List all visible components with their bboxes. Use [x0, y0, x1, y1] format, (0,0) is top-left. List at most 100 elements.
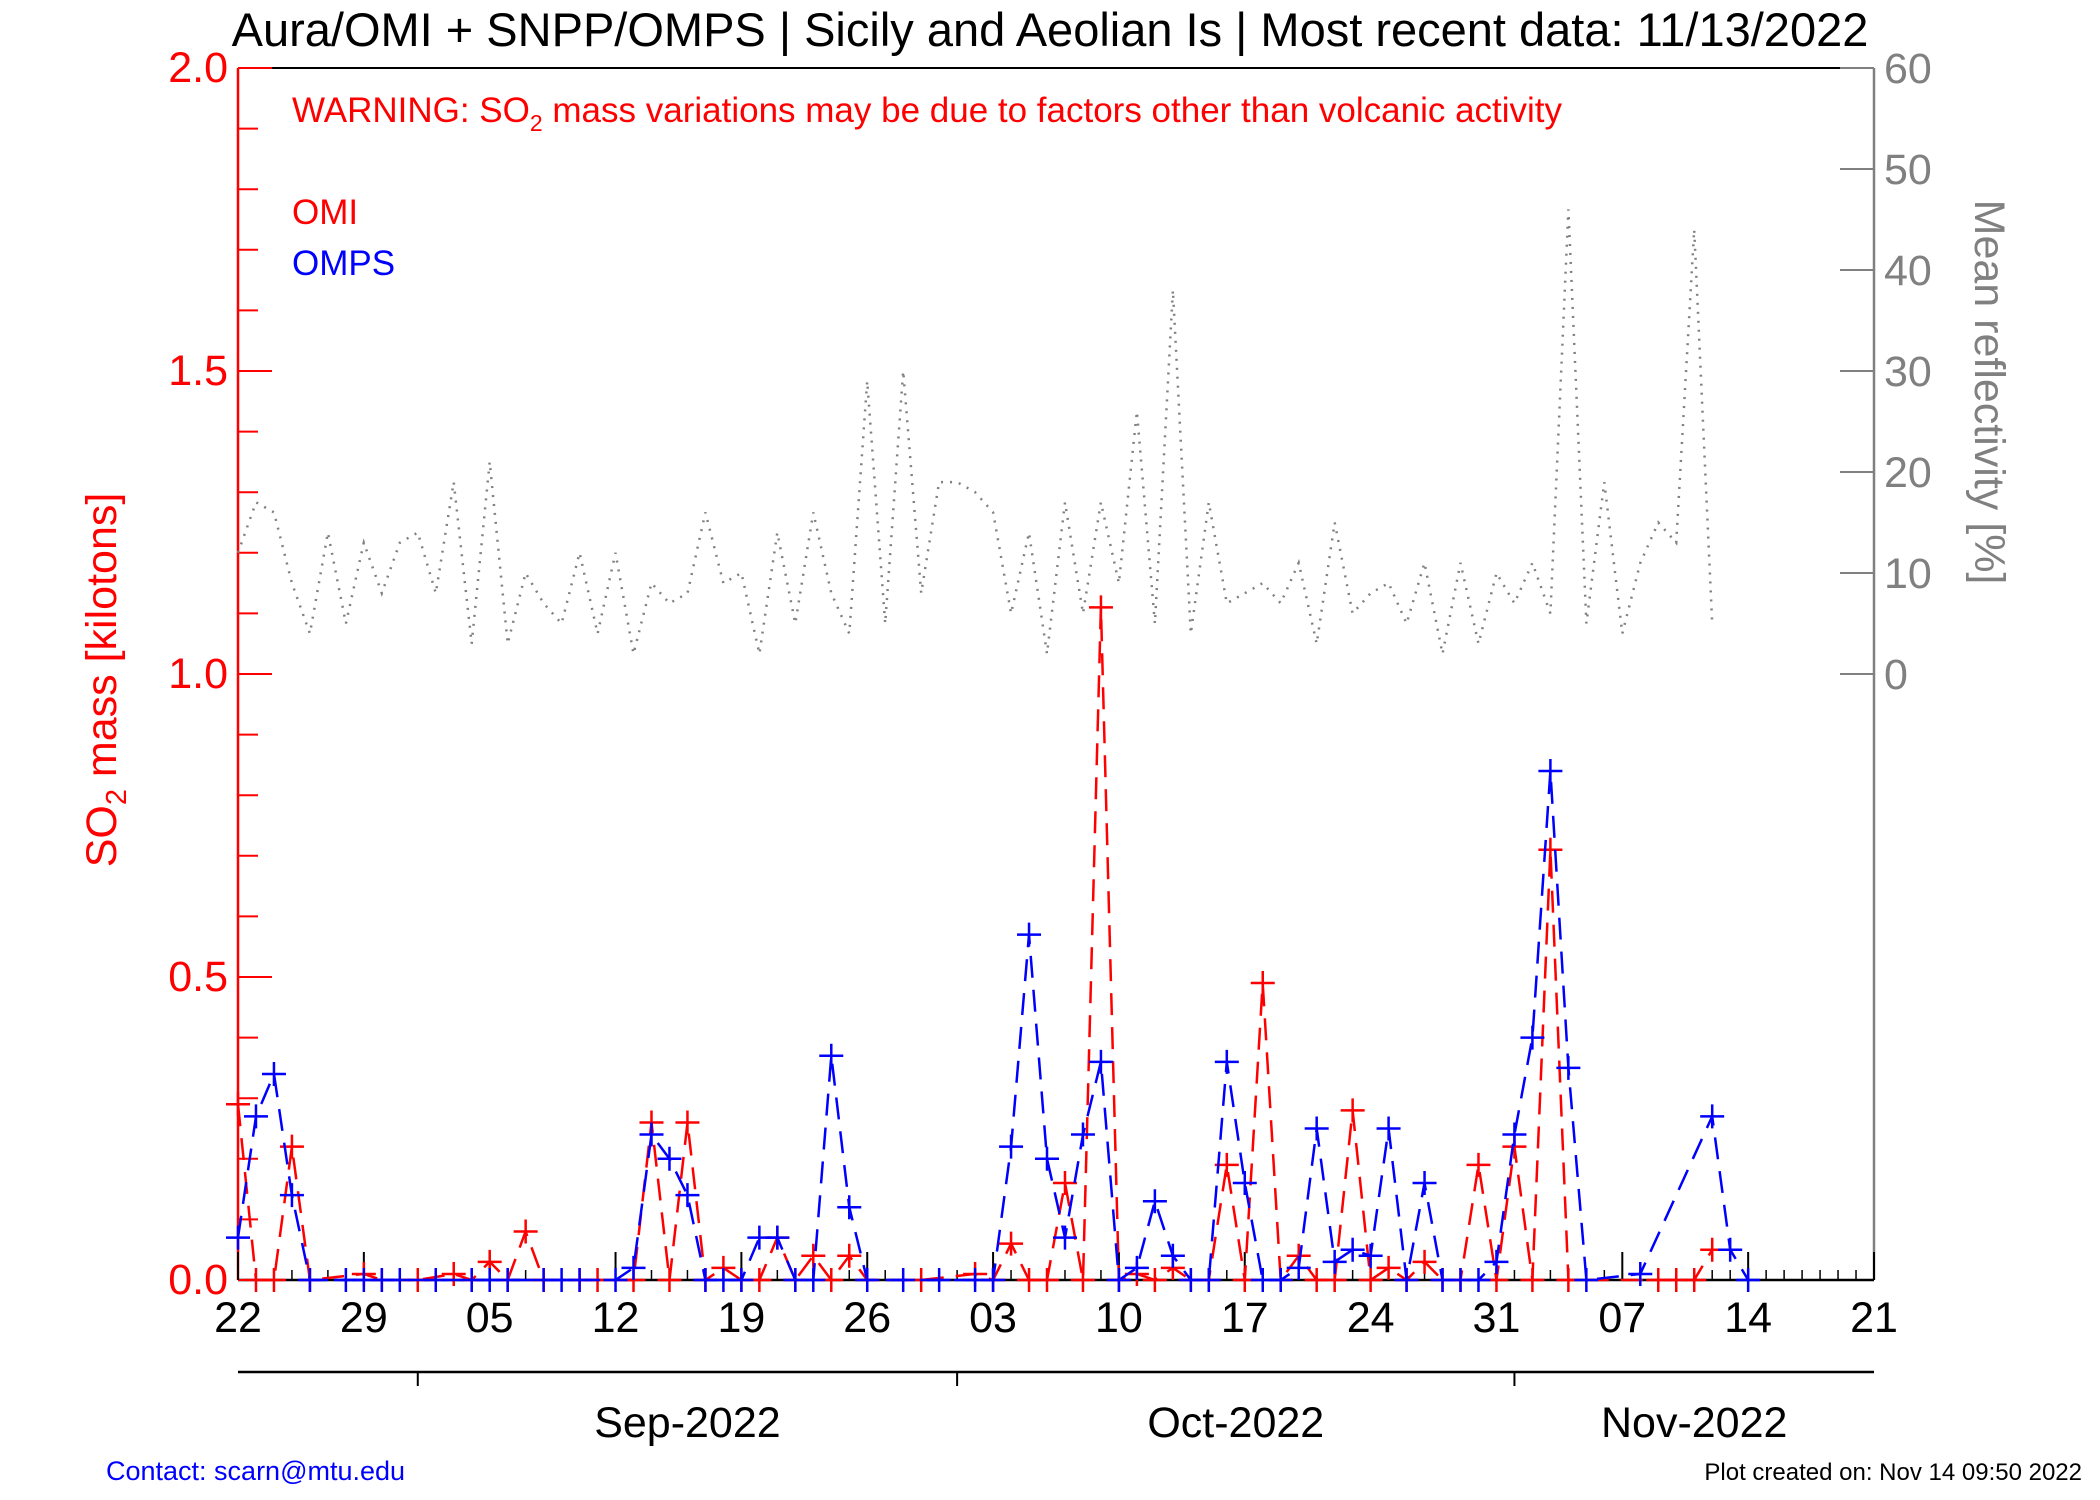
data-point-omps	[1412, 1171, 1437, 1196]
data-point-omps	[621, 1255, 646, 1280]
data-point-omps	[495, 1268, 520, 1292]
data-point-omps	[423, 1268, 448, 1292]
data-point-omps	[1736, 1268, 1761, 1292]
data-point-omi	[1052, 1171, 1077, 1196]
y-left-label-prefix: SO	[78, 805, 126, 867]
data-point-omps	[226, 1225, 250, 1250]
x-tick-label: 12	[592, 1294, 640, 1342]
data-point-omps	[999, 1134, 1024, 1159]
month-label: Oct-2022	[1147, 1399, 1324, 1447]
x-tick-label: 19	[717, 1294, 765, 1342]
x-tick-label: 07	[1598, 1294, 1646, 1342]
x-tick-label: 10	[1095, 1294, 1143, 1342]
y-right-tick-label: 0	[1884, 651, 1908, 699]
data-point-omi	[675, 1110, 700, 1135]
series-line-omps	[236, 770, 1750, 1283]
data-point-omps	[1142, 1189, 1167, 1214]
x-tick-label: 24	[1347, 1294, 1395, 1342]
data-point-omps	[1502, 1122, 1527, 1147]
warning-text-subscript: 2	[530, 110, 543, 136]
legend-omi: OMI	[292, 193, 358, 232]
data-point-omps	[1466, 1268, 1491, 1292]
data-point-omi	[1358, 1268, 1383, 1292]
data-point-omps	[1538, 758, 1563, 783]
data-point-omi	[226, 1092, 250, 1117]
data-point-omps	[1232, 1171, 1257, 1196]
y-right-tick-label: 50	[1884, 146, 1932, 194]
data-point-omps	[675, 1183, 700, 1208]
warning-text: WARNING: SO2 mass variations may be due …	[292, 91, 1563, 136]
data-point-omps	[1214, 1049, 1239, 1074]
data-point-omps	[1574, 1268, 1599, 1292]
y-left-tick-label: 0.0	[168, 1256, 228, 1304]
data-point-omps	[1700, 1104, 1725, 1129]
data-point-omi	[801, 1243, 826, 1268]
data-point-omps	[1718, 1237, 1743, 1262]
data-point-omi	[1520, 1268, 1545, 1292]
data-point-omps	[657, 1146, 682, 1171]
data-point-omps	[927, 1268, 952, 1292]
data-point-omi	[1466, 1152, 1491, 1177]
data-point-omps	[243, 1104, 268, 1129]
data-point-omi	[1142, 1268, 1167, 1292]
x-tick-label: 21	[1850, 1294, 1898, 1342]
chart-title: Aura/OMI + SNPP/OMPS | Sicily and Aeolia…	[232, 3, 1869, 56]
month-label: Sep-2022	[594, 1399, 781, 1447]
data-point-omi	[999, 1231, 1024, 1256]
y-left-label-suffix: mass [kilotons]	[78, 493, 126, 789]
data-point-omps	[1376, 1116, 1401, 1141]
y-left-label: SO2 mass [kilotons]	[78, 493, 133, 868]
y-right-label: Mean reflectivity [%]	[1965, 200, 2013, 585]
y-right-tick-label: 20	[1884, 449, 1932, 497]
footer-contact[interactable]: Contact: scarn@mtu.edu	[106, 1456, 405, 1486]
data-point-omps	[297, 1268, 322, 1292]
data-point-omi	[1376, 1255, 1401, 1280]
axes: 0.0 0.5 1.0 1.5 2.0 0 10 20 30 40 50 60 22 29 05 12 19 26…	[168, 44, 1932, 1447]
data-point-omps	[1017, 922, 1042, 947]
x-tick-label: 05	[466, 1294, 514, 1342]
data-point-omps	[603, 1268, 628, 1292]
data-point-omps	[1124, 1255, 1149, 1280]
data-point-omps	[1286, 1255, 1311, 1280]
x-tick-label: 17	[1221, 1294, 1269, 1342]
data-point-omps	[567, 1268, 592, 1292]
data-point-omi	[441, 1261, 466, 1286]
y-left-tick-label: 2.0	[168, 44, 228, 92]
data-point-omi	[1088, 595, 1113, 620]
data-point-omi	[1682, 1268, 1707, 1292]
legend-omps: OMPS	[292, 244, 395, 283]
data-point-omi	[261, 1268, 286, 1292]
y-left-label-subscript: 2	[101, 789, 133, 805]
data-point-omi	[1412, 1249, 1437, 1274]
footer-created: Plot created on: Nov 14 09:50 2022	[1704, 1459, 2082, 1486]
data-point-omps	[1322, 1249, 1347, 1274]
data-point-omps	[1520, 1025, 1545, 1050]
data-point-omps	[1052, 1225, 1077, 1250]
data-point-omps	[1268, 1268, 1293, 1292]
x-tick-label: 03	[969, 1294, 1017, 1342]
data-point-omi	[1340, 1098, 1365, 1123]
series-line-mean-reflectivity	[236, 209, 1714, 655]
data-point-omps	[729, 1268, 754, 1292]
y-left-tick-label: 1.5	[168, 347, 228, 395]
x-tick-label: 31	[1473, 1294, 1521, 1342]
data-point-omi	[1035, 1268, 1060, 1292]
data-point-omps	[261, 1061, 286, 1086]
x-tick-label: 14	[1724, 1294, 1772, 1342]
data-point-omi	[1250, 971, 1275, 996]
month-label: Nov-2022	[1601, 1399, 1787, 1447]
data-point-omps	[1484, 1249, 1509, 1274]
data-point-omi	[1070, 1268, 1095, 1292]
data-point-omps	[1340, 1237, 1365, 1262]
data-point-omi	[513, 1219, 538, 1244]
data-point-omps	[1106, 1268, 1131, 1292]
data-point-omps	[1358, 1243, 1383, 1268]
data-point-omps	[765, 1225, 790, 1250]
data-point-omps	[387, 1268, 412, 1292]
data-point-omps	[1394, 1268, 1419, 1292]
x-tick-label: 29	[340, 1294, 388, 1342]
data-point-omps	[1035, 1146, 1060, 1171]
y-right-tick-label: 40	[1884, 247, 1932, 295]
y-left-tick-label: 0.5	[168, 953, 228, 1001]
